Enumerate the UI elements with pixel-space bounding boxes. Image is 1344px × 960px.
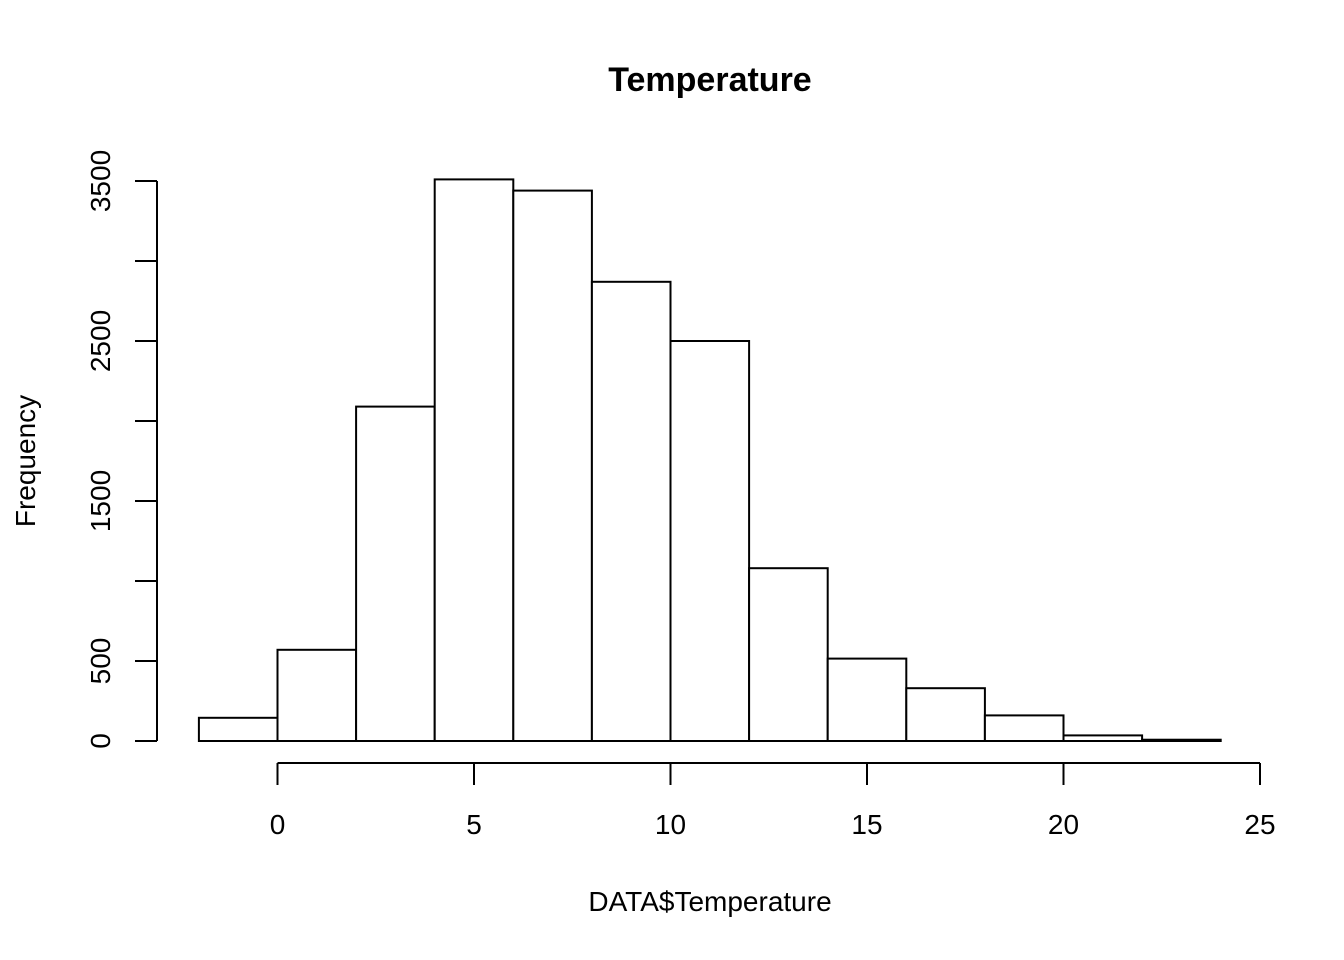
- y-tick-label: 500: [85, 638, 116, 685]
- histogram-bar: [276, 648, 358, 742]
- histogram-bar: [1141, 738, 1222, 742]
- y-axis-label: Frequency: [10, 395, 41, 527]
- histogram-bar: [826, 657, 908, 742]
- x-tick-label: 0: [270, 809, 286, 840]
- y-axis: 0 500 1500 2500 3500: [85, 150, 158, 749]
- histogram-bar: [1062, 734, 1144, 743]
- histogram-bar: [512, 189, 593, 743]
- x-tick-label: 5: [466, 809, 482, 840]
- histogram-bar: [590, 280, 672, 742]
- histogram-bar: [983, 714, 1065, 743]
- histogram-bar: [355, 405, 436, 742]
- x-tick-label: 10: [655, 809, 686, 840]
- histogram-bar: [669, 340, 751, 742]
- x-axis-label: DATA$Temperature: [588, 886, 831, 917]
- y-tick-label: 1500: [85, 470, 116, 532]
- y-tick-label: 0: [85, 733, 116, 749]
- histogram-bar: [433, 178, 515, 742]
- y-tick-label: 2500: [85, 310, 116, 372]
- x-axis: 0 5 10 15 20 25: [270, 762, 1276, 840]
- chart-title: Temperature: [608, 61, 811, 99]
- x-tick-label: 25: [1244, 809, 1275, 840]
- histogram-bar: [905, 687, 986, 743]
- histogram-bar: [748, 567, 829, 743]
- y-tick-label: 3500: [85, 150, 116, 212]
- x-tick-label: 15: [851, 809, 882, 840]
- x-tick-label: 20: [1048, 809, 1079, 840]
- histogram-bars: [197, 178, 1222, 743]
- histogram-bar: [197, 716, 279, 742]
